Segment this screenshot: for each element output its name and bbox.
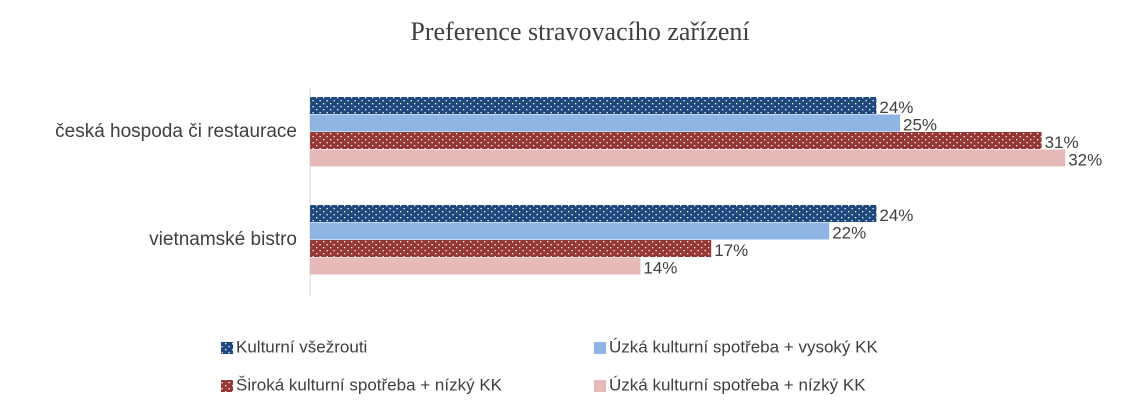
bar xyxy=(310,97,877,114)
chart-title: Preference stravovacího zařízení xyxy=(410,17,749,46)
category-label: vietnamské bistro xyxy=(149,229,297,250)
bar xyxy=(310,132,1042,149)
legend-swatch xyxy=(221,342,233,354)
legend-swatch xyxy=(221,380,233,392)
data-label: 24% xyxy=(879,98,913,117)
category-label: česká hospoda či restaurace xyxy=(55,121,297,142)
data-label: 24% xyxy=(879,206,913,225)
data-label: 31% xyxy=(1045,133,1079,152)
bar xyxy=(310,257,641,275)
data-label: 14% xyxy=(643,259,677,278)
legend-swatch xyxy=(594,342,606,354)
bar xyxy=(310,240,712,257)
legend-label: Kulturní všežrouti xyxy=(236,337,367,356)
bar xyxy=(310,205,877,222)
bar xyxy=(310,149,1066,167)
data-label: 17% xyxy=(714,241,748,260)
legend-swatch xyxy=(594,380,606,392)
data-label: 22% xyxy=(832,224,866,243)
legend-label: Úzká kulturní spotřeba + nízký KK xyxy=(609,375,866,394)
legend-label: Široká kulturní spotřeba + nízký KK xyxy=(236,375,503,394)
legend-label: Úzká kulturní spotřeba + vysoký KK xyxy=(609,337,878,356)
data-label: 25% xyxy=(903,116,937,135)
bar xyxy=(310,222,830,240)
data-label: 32% xyxy=(1068,151,1102,170)
bar xyxy=(310,114,900,132)
